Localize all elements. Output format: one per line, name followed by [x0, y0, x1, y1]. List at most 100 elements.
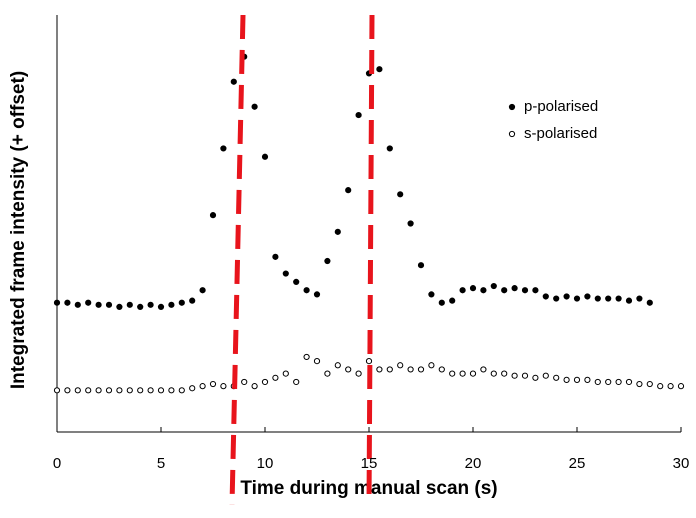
x-tick-label: 10: [257, 455, 274, 472]
data-point: [272, 374, 279, 381]
data-point: [105, 301, 113, 308]
data-point: [116, 303, 123, 310]
data-point: [428, 362, 435, 369]
data-point: [334, 362, 341, 369]
data-point: [490, 370, 497, 377]
data-point: [126, 301, 133, 308]
data-point: [532, 287, 539, 294]
data-point: [209, 212, 217, 219]
data-point: [490, 282, 497, 290]
data-point: [355, 370, 362, 377]
data-point: [189, 385, 196, 392]
data-point: [64, 299, 71, 306]
data-point: [501, 287, 508, 294]
data-point: [178, 387, 185, 394]
data-point: [667, 383, 674, 390]
legend-marker: [508, 130, 516, 138]
data-point: [116, 387, 123, 394]
data-point: [53, 387, 61, 394]
data-point: [85, 387, 92, 394]
legend-marker: [508, 103, 516, 111]
data-point: [137, 303, 144, 310]
legend-label: s-polarised: [524, 125, 597, 142]
data-point: [95, 301, 102, 308]
data-point: [85, 299, 92, 306]
data-point: [480, 366, 487, 373]
data-point: [594, 295, 601, 302]
data-point: [105, 387, 113, 394]
data-point: [282, 370, 289, 377]
data-point: [157, 303, 165, 310]
data-point: [355, 111, 362, 119]
data-point: [542, 372, 549, 379]
data-point: [241, 378, 248, 386]
data-point: [386, 366, 393, 373]
data-point: [168, 301, 175, 308]
data-point: [449, 297, 456, 304]
x-tick-label: 5: [157, 455, 165, 472]
x-tick-label: 30: [673, 455, 690, 472]
data-point: [397, 191, 404, 198]
data-point: [553, 295, 560, 302]
data-point: [74, 387, 81, 394]
data-point: [386, 145, 393, 152]
data-point: [199, 287, 206, 294]
data-point: [677, 383, 685, 390]
data-point: [521, 287, 529, 294]
data-point: [345, 366, 352, 373]
data-point: [480, 287, 487, 294]
data-point: [459, 370, 466, 377]
data-point: [293, 378, 300, 386]
data-point: [584, 376, 591, 383]
data-point: [542, 293, 549, 300]
data-point: [126, 387, 133, 394]
data-point: [646, 299, 653, 306]
x-tick-label: 25: [569, 455, 586, 472]
data-point: [178, 299, 185, 306]
data-point: [417, 366, 425, 373]
data-point: [189, 297, 196, 304]
data-point: [438, 299, 445, 306]
data-point: [625, 297, 633, 304]
data-point: [303, 353, 310, 361]
data-point: [469, 285, 477, 292]
data-point: [594, 378, 601, 386]
data-point: [636, 380, 643, 388]
data-point: [313, 358, 321, 365]
data-point: [511, 372, 518, 379]
data-point: [584, 293, 591, 300]
data-point: [168, 387, 175, 394]
data-point: [615, 378, 622, 386]
data-point: [605, 378, 612, 386]
data-point: [220, 383, 227, 390]
data-point: [449, 370, 456, 377]
data-point: [137, 387, 144, 394]
x-tick-label: 15: [361, 455, 378, 472]
legend: p-polarised s-polarised: [508, 98, 598, 142]
data-point: [511, 285, 518, 292]
data-point: [261, 378, 269, 386]
data-point: [397, 362, 404, 369]
data-point: [209, 380, 217, 388]
data-point: [53, 299, 61, 306]
data-point: [251, 383, 258, 390]
data-point: [199, 383, 206, 390]
data-point: [459, 287, 466, 294]
data-point: [573, 295, 581, 302]
data-point: [563, 293, 570, 300]
data-point: [521, 372, 529, 379]
data-point: [605, 295, 612, 302]
data-point: [469, 370, 477, 377]
data-point: [324, 370, 331, 377]
legend-label: p-polarised: [524, 98, 598, 115]
data-point: [563, 376, 570, 383]
x-tick-label: 0: [53, 455, 61, 472]
data-point: [74, 301, 81, 308]
data-point: [428, 291, 435, 298]
data-point: [282, 270, 289, 277]
data-point: [376, 366, 383, 373]
data-point: [334, 228, 341, 235]
data-point: [501, 370, 508, 377]
data-point: [625, 378, 633, 386]
